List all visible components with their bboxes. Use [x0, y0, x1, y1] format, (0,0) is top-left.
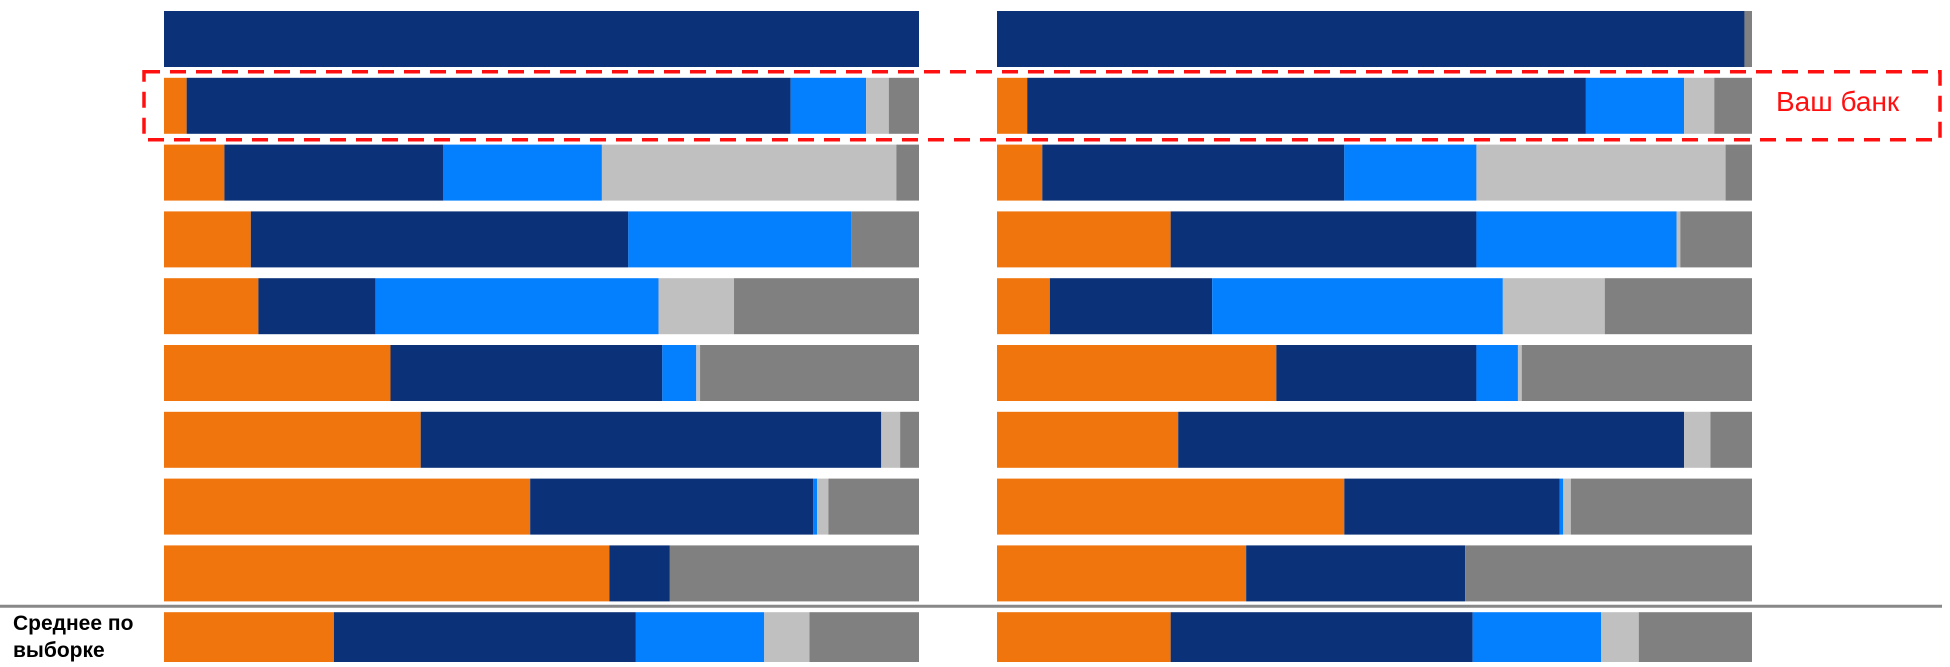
bar-segment-p2-r6-s1: [997, 345, 1277, 401]
bar-segment-p1-r3-s3: [443, 144, 602, 201]
bar-segment-p2-r2-s5: [1714, 77, 1752, 134]
bar-segment-p1-r8-s3: [813, 478, 818, 535]
bar-segment-p2-r10-s3: [1472, 612, 1601, 667]
bar-segment-p1-r10-s2: [333, 612, 636, 667]
bar-segment-p2-r10-s1: [997, 612, 1171, 667]
bar-segment-p1-r8-s5: [828, 478, 919, 535]
bar-segment-p1-r7-s2: [420, 411, 882, 468]
bar-segment-p2-r9-s5: [1465, 545, 1752, 602]
bar-segment-p1-r5-s2: [258, 278, 376, 335]
bar-segment-p2-r9-s1: [997, 545, 1247, 602]
bar-segment-p1-r7-s1: [164, 411, 421, 468]
bar-segment-p2-r2-s3: [1585, 77, 1685, 134]
bar-segment-p2-r7-s2: [1178, 411, 1685, 468]
bar-segment-p2-r8-s1: [997, 478, 1345, 535]
bar-segment-p2-r6-s3: [1476, 345, 1518, 401]
bar-segment-p1-r5-s5: [734, 278, 919, 335]
bar-segment-p1-r4-s3: [628, 211, 852, 268]
bar-segment-p1-r5-s3: [375, 278, 659, 335]
your-bank-highlight-box: [142, 70, 1942, 142]
bar-segment-p2-r2-s1: [997, 77, 1028, 134]
bar-segment-p2-r4-s1: [997, 211, 1171, 268]
bar-segment-p1-r8-s1: [164, 478, 531, 535]
bar-segment-p2-r7-s4: [1684, 411, 1711, 468]
bar-segment-p1-r9-s1: [164, 545, 610, 602]
bar-segment-p1-r1-s2: [164, 11, 919, 67]
bar-segment-p2-r5-s1: [997, 278, 1050, 335]
bar-segment-p2-r4-s4: [1676, 211, 1681, 268]
bar-segment-p2-r8-s3: [1559, 478, 1564, 535]
bar-segment-p1-r3-s5: [896, 144, 919, 201]
bar-segment-p1-r5-s4: [658, 278, 735, 335]
bar-segment-p1-r8-s2: [530, 478, 814, 535]
bar-segment-p1-r2-s4: [866, 77, 889, 134]
bar-segment-p2-r3-s2: [1042, 144, 1345, 201]
bar-segment-p1-r9-s2: [609, 545, 670, 602]
bar-segment-p2-r5-s2: [1049, 278, 1213, 335]
bar-segment-p2-r8-s2: [1344, 478, 1560, 535]
bar-segment-p1-r4-s1: [164, 211, 251, 268]
bar-segment-p1-r3-s2: [224, 144, 444, 201]
bar-segment-p1-r2-s5: [888, 77, 919, 134]
bar-segment-p2-r4-s3: [1476, 211, 1677, 268]
your-bank-label: Ваш банк: [1776, 86, 1900, 117]
bar-segment-p1-r2-s1: [164, 77, 187, 134]
bar-segment-p2-r4-s2: [1170, 211, 1477, 268]
bar-segment-p2-r6-s5: [1521, 345, 1753, 401]
bar-segment-p1-r6-s1: [164, 345, 391, 401]
bar-segment-p2-r1-s5: [1744, 11, 1752, 67]
bar-segment-p1-r2-s3: [790, 77, 867, 134]
bar-segment-p1-r10-s1: [164, 612, 334, 667]
bar-segment-p2-r3-s5: [1725, 144, 1753, 201]
bar-segment-p2-r10-s2: [1170, 612, 1473, 667]
bar-segment-p2-r2-s4: [1684, 77, 1715, 134]
bar-segment-p2-r5-s5: [1604, 278, 1752, 335]
bar-segment-p1-r3-s1: [164, 144, 225, 201]
bar-segment-p2-r5-s4: [1502, 278, 1605, 335]
bar-segment-p1-r10-s5: [809, 612, 919, 667]
bar-segment-p1-r6-s3: [662, 345, 697, 401]
bar-segment-p2-r4-s5: [1680, 211, 1752, 268]
bar-segment-p1-r10-s4: [764, 612, 810, 667]
bar-segment-p2-r10-s4: [1601, 612, 1639, 667]
bar-segment-p1-r7-s4: [881, 411, 901, 468]
bar-segment-p2-r8-s4: [1563, 478, 1571, 535]
bar-segment-p1-r7-s5: [900, 411, 920, 468]
bar-segment-p2-r6-s2: [1276, 345, 1477, 401]
bar-segment-p2-r7-s5: [1710, 411, 1752, 468]
bar-segment-p1-r3-s4: [601, 144, 897, 201]
bar-segment-p2-r9-s2: [1246, 545, 1466, 602]
sample-average-label: Среднее по выборке: [13, 612, 134, 662]
bar-segment-p2-r2-s2: [1027, 77, 1586, 134]
bar-segment-p1-r8-s4: [817, 478, 829, 535]
bar-segment-p2-r3-s1: [997, 144, 1043, 201]
bar-segment-p2-r3-s3: [1344, 144, 1477, 201]
bar-segment-p2-r6-s4: [1517, 345, 1522, 401]
bar-segment-p1-r6-s2: [390, 345, 663, 401]
bar-segment-p2-r10-s5: [1638, 612, 1752, 667]
bar-segment-p1-r4-s5: [851, 211, 919, 268]
bar-segment-p2-r3-s4: [1476, 144, 1726, 201]
bar-segment-p2-r5-s3: [1212, 278, 1503, 335]
bar-segment-p2-r7-s1: [997, 411, 1179, 468]
bar-segment-p2-r1-s2: [997, 11, 1745, 67]
bar-segment-p1-r10-s3: [635, 612, 765, 667]
bar-segment-p1-r2-s2: [186, 77, 791, 134]
bar-segment-p2-r8-s5: [1570, 478, 1752, 535]
bar-segment-p1-r6-s5: [700, 345, 919, 401]
bar-segment-p1-r6-s4: [696, 345, 701, 401]
bar-segment-p1-r4-s2: [250, 211, 629, 268]
bar-segment-p1-r5-s1: [164, 278, 259, 335]
bar-segment-p1-r9-s5: [669, 545, 919, 602]
